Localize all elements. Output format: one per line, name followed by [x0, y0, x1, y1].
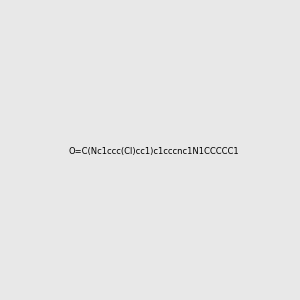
Text: O=C(Nc1ccc(Cl)cc1)c1cccnc1N1CCCCC1: O=C(Nc1ccc(Cl)cc1)c1cccnc1N1CCCCC1 [68, 147, 239, 156]
